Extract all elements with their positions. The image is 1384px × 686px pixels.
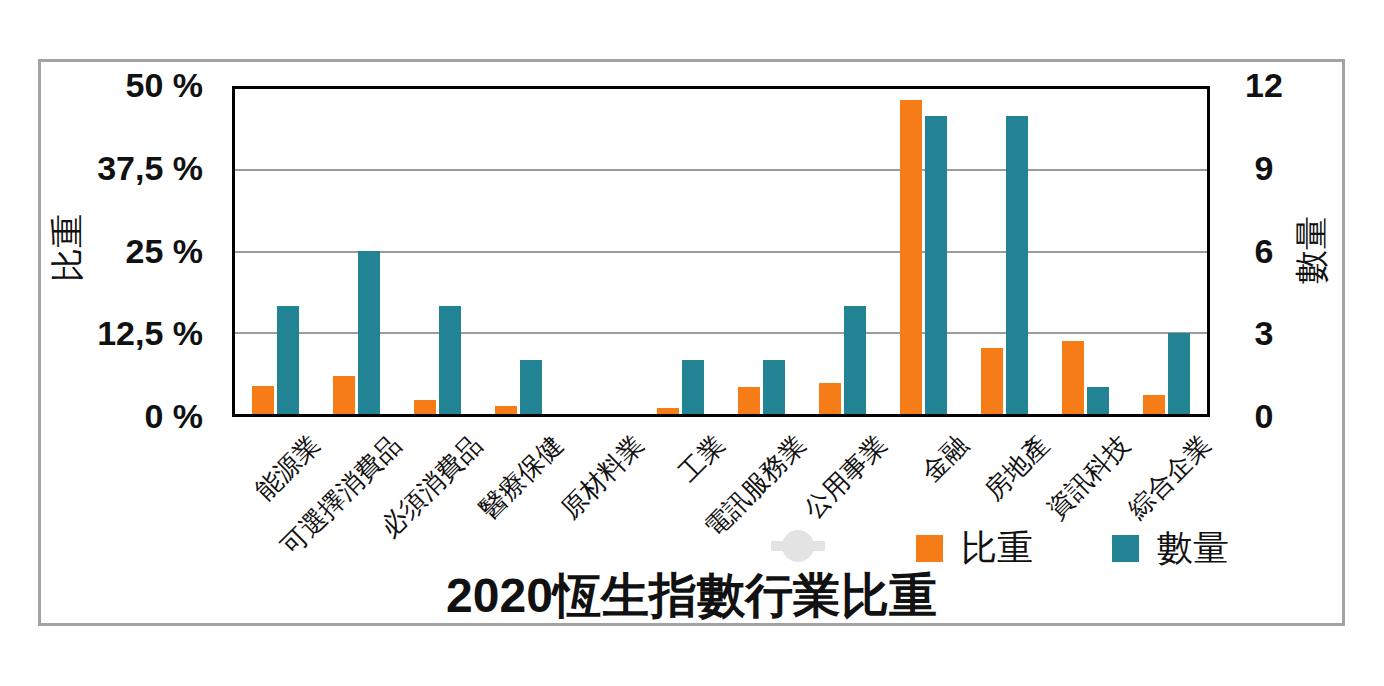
weight-bar (657, 408, 679, 414)
category-slot (478, 89, 559, 414)
count-bar (439, 306, 461, 414)
count-series-swatch-icon (1112, 535, 1139, 562)
weight-bar (333, 376, 355, 414)
chart-canvas: 比重 數量 比重 數量 2020恆生指數行業比重 50 %37,5 %25 %1… (0, 0, 1384, 686)
chart-title: 2020恆生指數行業比重 (38, 564, 1345, 628)
count-bar (925, 116, 947, 414)
count-bar (1168, 333, 1190, 414)
weight-bar (738, 387, 760, 414)
count-bar (682, 360, 704, 414)
count-bar (277, 306, 299, 414)
weight-bar (252, 386, 274, 414)
category-slot (1045, 89, 1126, 414)
left-axis-tick: 25 % (126, 232, 204, 271)
category-slot (964, 89, 1045, 414)
left-axis-tick: 37,5 % (97, 149, 203, 188)
right-axis-title: 數量 (1289, 216, 1335, 284)
weight-bar (495, 406, 517, 414)
right-axis-tick: 3 (1234, 314, 1294, 353)
left-axis-title: 比重 (45, 214, 91, 282)
left-axis-tick: 12,5 % (97, 314, 203, 353)
weight-bar (1143, 395, 1165, 414)
right-axis-tick: 0 (1234, 397, 1294, 436)
left-axis-tick: 0 % (144, 397, 203, 436)
plot-area (232, 86, 1210, 417)
count-bar (1006, 116, 1028, 414)
count-bar (763, 360, 785, 414)
category-slot (559, 89, 640, 414)
right-axis-tick: 6 (1234, 232, 1294, 271)
right-axis-tick: 9 (1234, 149, 1294, 188)
drag-handle-icon[interactable] (771, 529, 825, 563)
count-bar (358, 251, 380, 414)
weight-bar (981, 348, 1003, 414)
category-slot (721, 89, 802, 414)
category-slot (235, 89, 316, 414)
category-slot (1126, 89, 1207, 414)
weight-bar (900, 100, 922, 414)
right-axis-tick: 12 (1234, 66, 1294, 105)
weight-bar (819, 383, 841, 414)
left-axis-tick: 50 % (126, 66, 204, 105)
count-bar (520, 360, 542, 414)
category-slot (883, 89, 964, 414)
category-slot (640, 89, 721, 414)
category-slot (397, 89, 478, 414)
count-bar (1087, 387, 1109, 414)
category-slot (802, 89, 883, 414)
count-bar (844, 306, 866, 414)
weight-bar (1062, 341, 1084, 414)
bars-region (235, 89, 1207, 414)
weight-bar (414, 400, 436, 414)
category-slot (316, 89, 397, 414)
weight-series-swatch-icon (916, 535, 943, 562)
